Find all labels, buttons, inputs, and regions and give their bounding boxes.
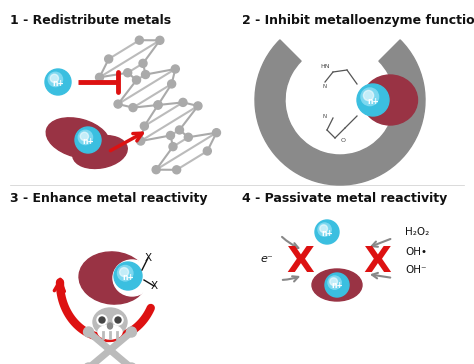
- Circle shape: [168, 80, 176, 88]
- Circle shape: [45, 69, 71, 95]
- Text: 4 - Passivate metal reactivity: 4 - Passivate metal reactivity: [242, 192, 447, 205]
- Circle shape: [48, 72, 63, 87]
- Circle shape: [140, 122, 148, 130]
- Circle shape: [156, 36, 164, 44]
- Text: n+: n+: [122, 273, 134, 281]
- Circle shape: [154, 101, 162, 109]
- Text: O: O: [340, 138, 346, 143]
- Circle shape: [129, 104, 137, 112]
- Circle shape: [50, 74, 58, 83]
- Circle shape: [166, 131, 174, 139]
- Ellipse shape: [73, 135, 127, 169]
- Ellipse shape: [98, 325, 122, 339]
- Circle shape: [320, 225, 328, 233]
- Circle shape: [361, 88, 379, 106]
- Ellipse shape: [108, 323, 112, 329]
- Circle shape: [75, 127, 101, 153]
- Circle shape: [139, 59, 147, 67]
- Text: n+: n+: [52, 79, 64, 87]
- Text: HN: HN: [320, 64, 330, 69]
- Circle shape: [118, 265, 133, 281]
- Circle shape: [114, 262, 142, 290]
- Text: OH⁻: OH⁻: [405, 265, 427, 275]
- Text: n+: n+: [82, 136, 94, 146]
- Circle shape: [83, 327, 93, 337]
- Circle shape: [315, 220, 339, 244]
- Text: X: X: [363, 245, 391, 279]
- Circle shape: [318, 223, 331, 236]
- Circle shape: [203, 147, 211, 155]
- Circle shape: [364, 90, 374, 100]
- Ellipse shape: [363, 75, 418, 125]
- Circle shape: [152, 166, 160, 174]
- Text: X: X: [145, 253, 152, 263]
- Text: X: X: [150, 281, 157, 291]
- Circle shape: [119, 268, 128, 277]
- Ellipse shape: [93, 308, 127, 336]
- Circle shape: [127, 363, 137, 364]
- Ellipse shape: [79, 252, 147, 304]
- Text: H₂O₂: H₂O₂: [405, 227, 429, 237]
- Circle shape: [124, 69, 132, 77]
- Circle shape: [113, 315, 123, 325]
- Circle shape: [173, 166, 181, 174]
- Circle shape: [325, 273, 349, 297]
- Text: n+: n+: [321, 229, 333, 237]
- Circle shape: [83, 363, 93, 364]
- Text: N: N: [323, 84, 327, 89]
- Text: e⁻: e⁻: [260, 254, 273, 264]
- Circle shape: [80, 132, 89, 141]
- Text: 2 - Inhibit metalloenzyme function: 2 - Inhibit metalloenzyme function: [242, 14, 474, 27]
- Ellipse shape: [113, 260, 151, 296]
- Circle shape: [133, 76, 140, 84]
- Circle shape: [212, 129, 220, 137]
- Circle shape: [194, 102, 202, 110]
- Text: 3 - Enhance metal reactivity: 3 - Enhance metal reactivity: [10, 192, 208, 205]
- Circle shape: [171, 65, 179, 73]
- Circle shape: [78, 130, 92, 145]
- Circle shape: [97, 315, 107, 325]
- Circle shape: [357, 84, 389, 116]
- Circle shape: [105, 55, 113, 63]
- Text: n+: n+: [331, 281, 343, 290]
- Wedge shape: [255, 40, 425, 185]
- Circle shape: [330, 278, 337, 285]
- Circle shape: [142, 71, 149, 79]
- Text: n+: n+: [367, 96, 379, 106]
- Circle shape: [169, 143, 177, 151]
- Circle shape: [179, 98, 187, 106]
- Circle shape: [328, 276, 341, 289]
- Ellipse shape: [312, 269, 362, 301]
- Circle shape: [127, 327, 137, 337]
- Circle shape: [96, 73, 103, 81]
- Circle shape: [154, 101, 162, 109]
- Circle shape: [175, 126, 183, 134]
- Circle shape: [114, 100, 122, 108]
- Text: 1 - Redistribute metals: 1 - Redistribute metals: [10, 14, 171, 27]
- Text: OH•: OH•: [405, 247, 427, 257]
- Circle shape: [137, 137, 145, 145]
- Circle shape: [99, 317, 105, 323]
- Circle shape: [115, 317, 121, 323]
- Circle shape: [184, 133, 192, 141]
- Text: X: X: [286, 245, 314, 279]
- Ellipse shape: [46, 118, 110, 158]
- Circle shape: [136, 36, 143, 44]
- Text: N: N: [323, 114, 327, 119]
